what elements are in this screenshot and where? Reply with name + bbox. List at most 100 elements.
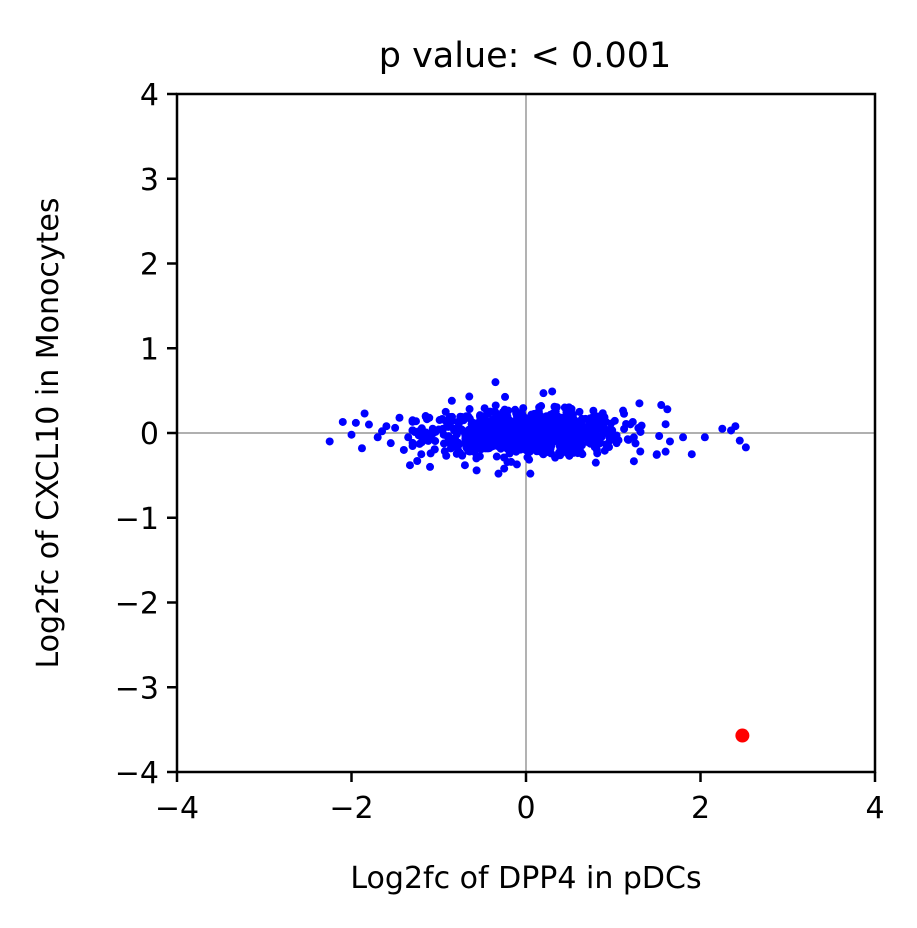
data-point [571,416,580,425]
data-point [539,450,548,459]
chart-title: p value: < 0.001 [379,36,672,76]
data-point [548,425,557,434]
y-tick-label: −2 [115,587,159,622]
data-point [624,435,633,444]
data-point [614,436,623,445]
data-point [452,449,461,458]
data-point [445,422,454,431]
data-point [679,433,688,442]
data-point [598,409,607,418]
data-point [665,437,674,446]
data-point [447,396,456,405]
data-point [718,424,727,433]
data-point [364,420,373,429]
data-point [597,423,606,432]
data-point [539,389,548,398]
data-point [460,461,469,470]
data-point [492,452,501,461]
data-point [629,457,638,466]
data-point [551,453,560,462]
data-point [735,436,744,445]
plot-area [177,94,875,772]
x-tick-label: −4 [155,791,199,826]
data-point [516,434,525,443]
data-point [620,424,629,433]
data-point [591,441,600,450]
x-axis-label: Log2fc of DPP4 in pDCs [350,861,701,896]
y-tick-label: −3 [115,671,159,706]
data-point [657,401,666,410]
data-point [500,405,509,414]
y-tick-label: 2 [140,248,159,283]
data-point [537,438,546,447]
data-point [735,728,750,743]
data-point [501,392,510,401]
data-point [405,461,414,470]
x-tick-label: 0 [516,791,535,826]
data-point [475,452,484,461]
data-point [408,442,417,451]
data-point [496,444,505,453]
data-point [548,387,557,396]
data-point [561,446,570,455]
data-point [605,436,614,445]
data-point [631,439,640,448]
data-point [635,399,644,408]
data-point [552,403,561,412]
data-point [465,434,474,443]
x-tick-label: −2 [329,791,373,826]
data-point [399,445,408,454]
y-tick-label: 3 [140,163,159,198]
data-point [636,447,645,456]
data-point [440,447,449,456]
data-point [499,419,508,428]
data-point [536,424,545,433]
data-point [556,413,565,422]
data-point [741,443,750,452]
data-point [481,411,490,420]
data-point [526,469,535,478]
data-point [446,439,455,448]
data-point [731,422,740,431]
x-tick-label: 2 [691,791,710,826]
data-point [421,412,430,421]
data-point [556,430,565,439]
data-point [465,405,474,414]
data-point [537,402,546,411]
data-point [373,433,382,442]
data-point [512,409,521,418]
data-point [413,457,422,466]
data-point [538,416,547,425]
data-point [562,408,571,417]
y-axis: −4 −3 −2 −1 0 1 2 3 4 [115,78,177,791]
data-point [488,439,497,448]
data-point [512,460,521,469]
y-axis-label: Log2fc of CXCL10 in Monocytes [31,198,66,669]
data-point [593,449,602,458]
y-tick-label: 1 [140,332,159,367]
data-point [549,409,558,418]
data-point [325,437,334,446]
data-point [600,446,609,455]
data-point [545,417,554,426]
x-tick-label: 4 [865,791,884,826]
data-point [500,464,509,473]
data-point [591,458,600,467]
data-point [589,413,598,422]
data-point [569,410,578,419]
data-point [550,437,559,446]
data-point [576,423,585,432]
data-point [500,453,509,462]
data-point [482,427,491,436]
data-point [472,466,481,475]
data-point [522,435,531,444]
data-point [619,406,628,415]
data-point [661,447,670,456]
data-point [655,432,664,441]
data-point [491,401,500,410]
data-point [472,435,481,444]
x-axis: −4 −2 0 2 4 [155,772,885,826]
data-point [491,378,500,387]
data-point [526,414,535,423]
data-point [418,435,427,444]
